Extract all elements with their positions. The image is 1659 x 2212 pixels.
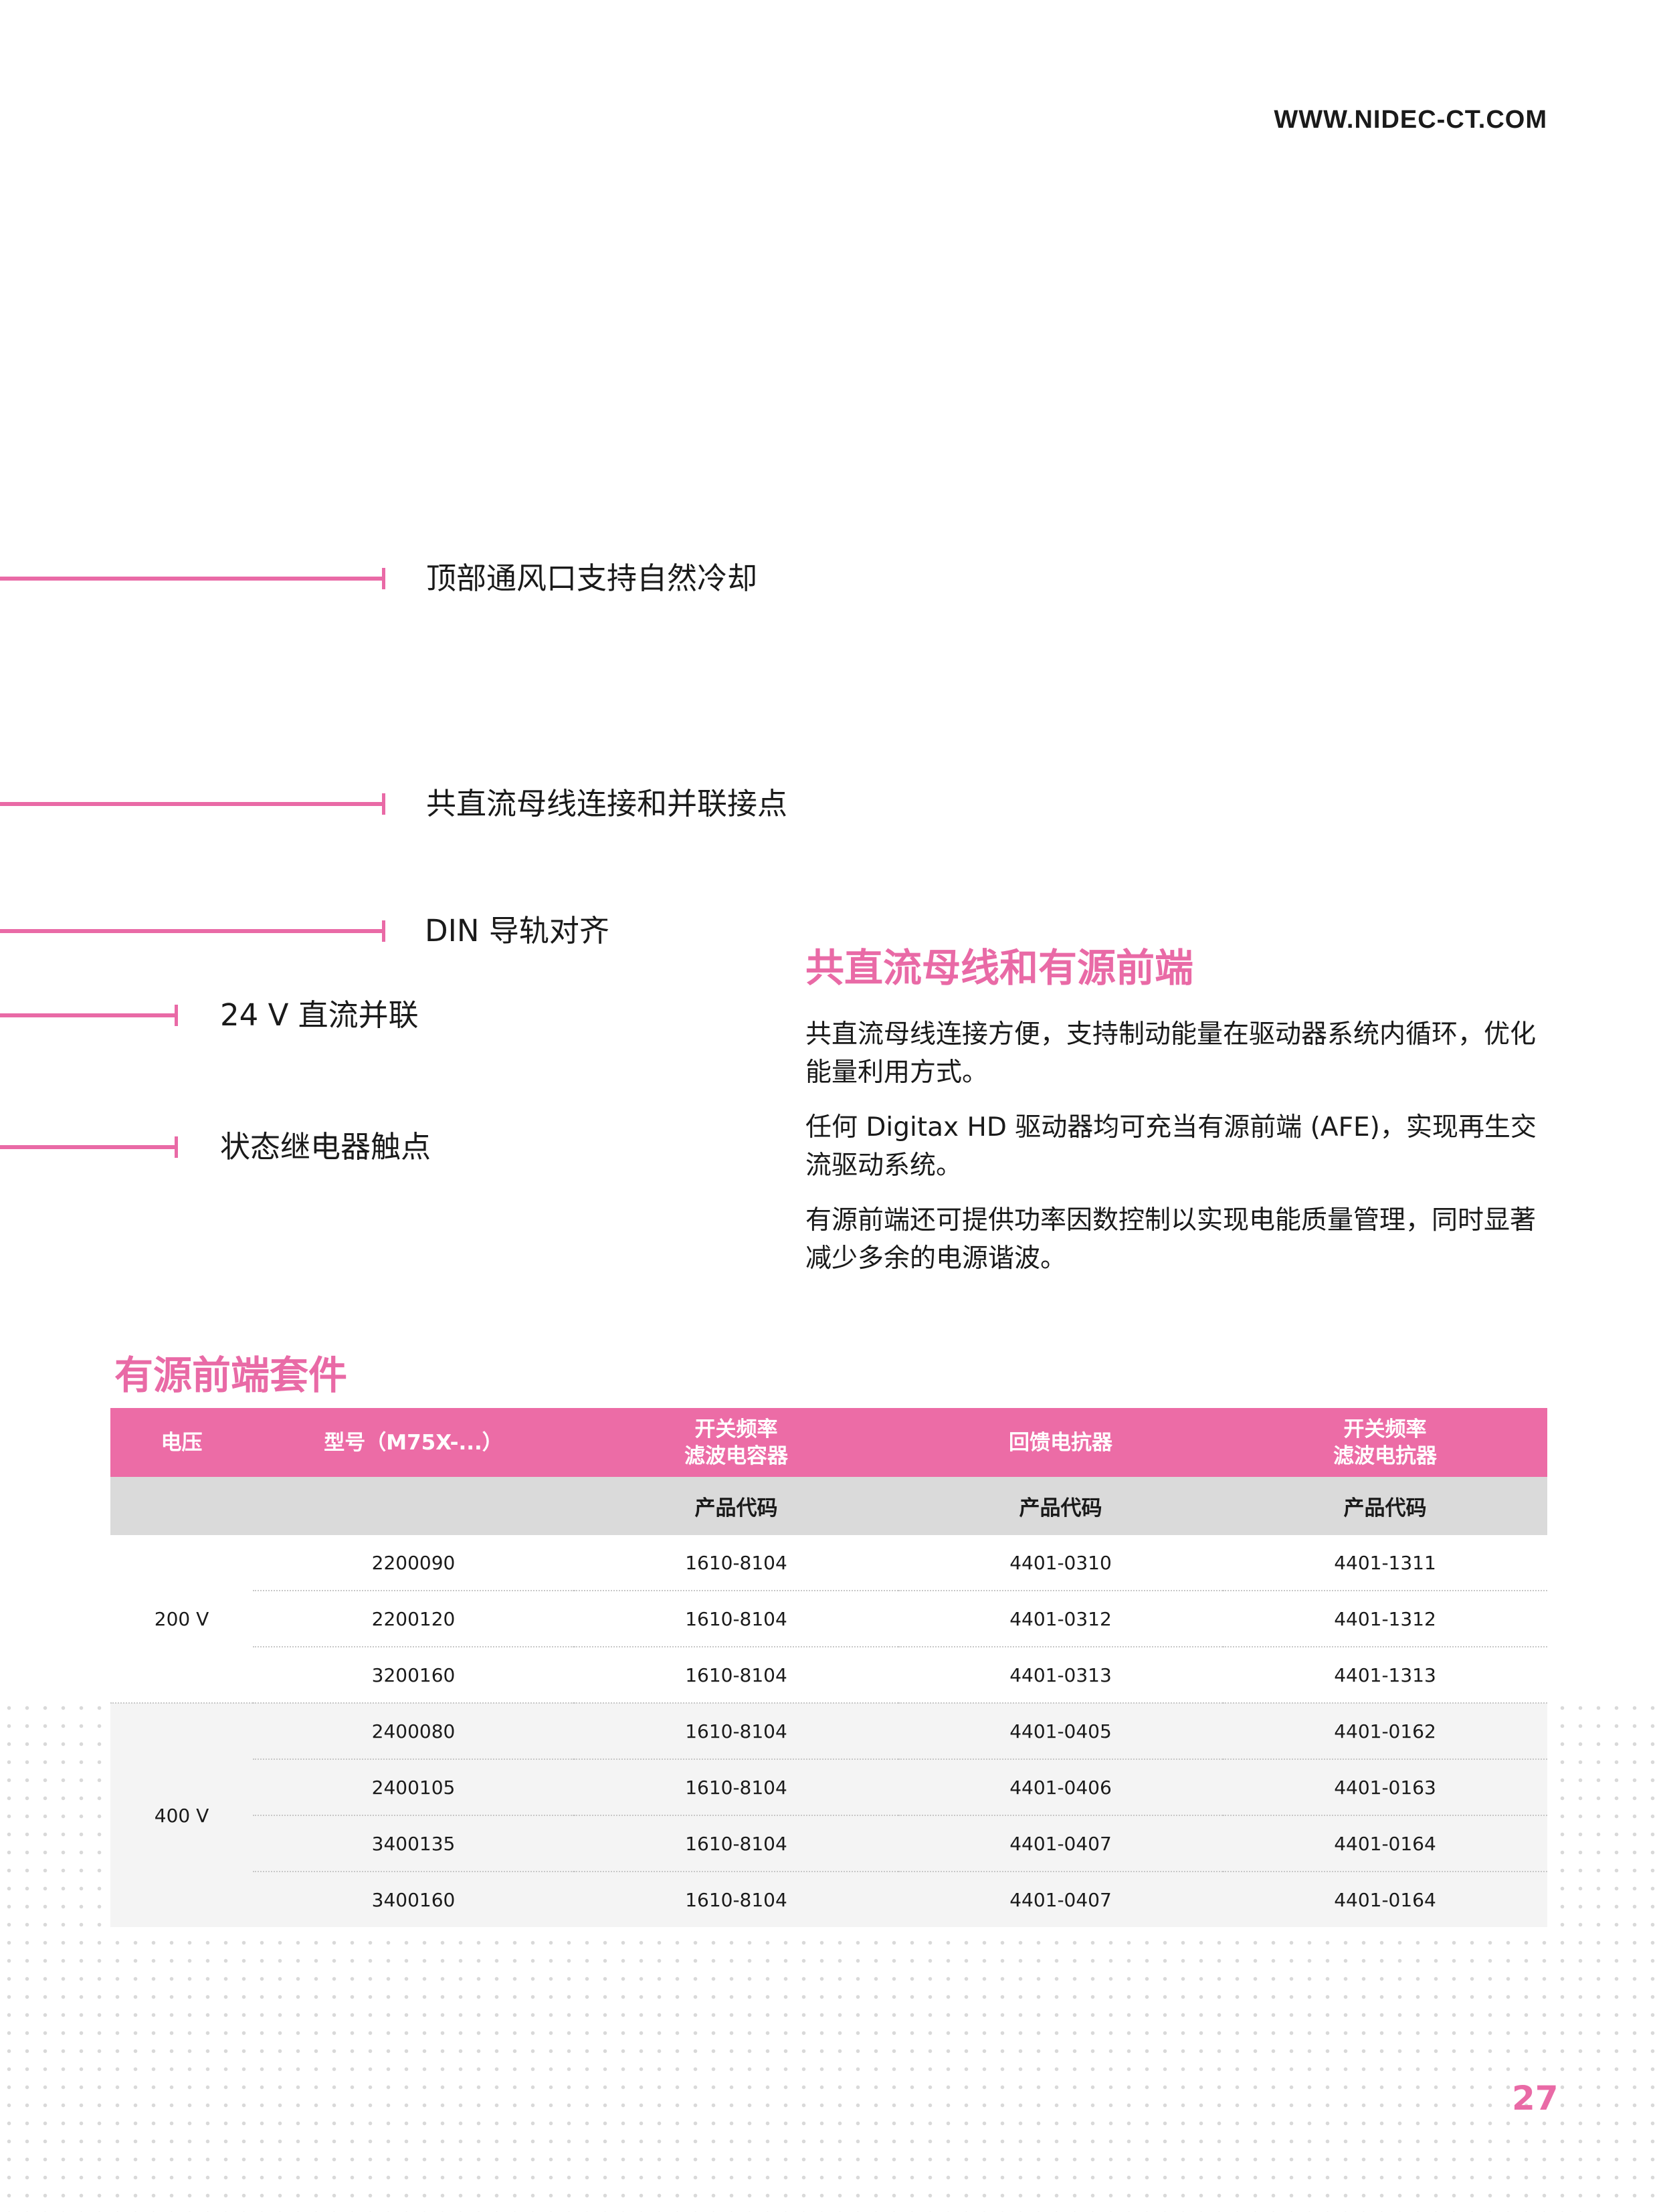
product-code-cell: 1610-8104	[574, 1702, 898, 1759]
product-code-cell: 1610-8104	[685, 1551, 787, 1574]
header-model: 型号（M75X-...）	[253, 1408, 574, 1477]
callout-label: 共直流母线连接和并联接点	[426, 786, 788, 821]
paragraph: 有源前端还可提供功率因数控制以实现电能质量管理，同时显著减少多余的电源谐波。	[805, 1205, 1537, 1274]
product-code-cell: 4401-1313	[1223, 1646, 1547, 1703]
product-code-cell: 4401-0405	[898, 1702, 1223, 1759]
product-code-cell: 1610-8104	[574, 1815, 898, 1872]
paragraph: 共直流母线连接方便，支持制动能量在驱动器系统内循环，优化能量利用方式。	[805, 1019, 1537, 1088]
header-filter-capacitor: 开关频率 滤波电容器	[574, 1408, 898, 1477]
table-subheader-row: 产品代码 产品代码 产品代码	[110, 1477, 1547, 1535]
product-code-cell: 4401-0164	[1223, 1815, 1547, 1872]
empty-cell	[110, 1477, 253, 1535]
product-code-cell: 4401-1311	[1334, 1551, 1436, 1574]
callout-line	[0, 1136, 178, 1158]
callout-label: 24 V 直流并联	[220, 997, 419, 1033]
voltage-cell: 400 V	[110, 1702, 253, 1927]
callout-line	[0, 1005, 178, 1026]
callout-line	[0, 920, 385, 942]
callout-label: 状态继电器触点	[220, 1129, 431, 1165]
product-code-cell: 4401-0162	[1223, 1702, 1547, 1759]
product-code-cell: 4401-0312	[898, 1590, 1223, 1647]
product-code-cell: 4401-0164	[1223, 1871, 1547, 1927]
header-voltage: 电压	[110, 1408, 253, 1477]
callout-label: 顶部通风口支持自然冷却	[426, 561, 758, 596]
model-cell: 2200120	[253, 1590, 574, 1647]
table-row: 3400160 1610-8104 4401-0407 4401-0164	[110, 1871, 1547, 1927]
table-title: 有源前端套件	[114, 1352, 348, 1398]
website-url: WWW.NIDEC-CT.COM	[1274, 106, 1547, 134]
table-row: 3200160 1610-8104 4401-0313 4401-1313	[110, 1646, 1547, 1703]
callout-line	[0, 568, 385, 589]
table-row: 200 V 2200090 1610-8104 4401-0310 4401-1311	[110, 1535, 1547, 1630]
section-title: 共直流母线和有源前端	[805, 945, 1194, 991]
page-number: 27	[1512, 2079, 1559, 2118]
product-code-cell: 4401-0163	[1223, 1758, 1547, 1815]
subheader-product-code: 产品代码	[1223, 1477, 1547, 1535]
table-header-row: 电压 型号（M75X-...） 开关频率 滤波电容器 回馈电抗器 开关频率 滤波…	[110, 1408, 1547, 1477]
subheader-product-code: 产品代码	[898, 1477, 1223, 1535]
empty-cell	[253, 1477, 574, 1535]
model-cell: 2400080	[253, 1702, 574, 1759]
product-code-cell: 1610-8104	[574, 1590, 898, 1647]
model-cell: 2400105	[253, 1758, 574, 1815]
model-cell: 2200090	[371, 1551, 456, 1574]
product-code-cell: 4401-0313	[898, 1646, 1223, 1703]
product-code-cell: 4401-0407	[898, 1815, 1223, 1872]
model-cell: 3200160	[253, 1646, 574, 1703]
subheader-product-code: 产品代码	[574, 1477, 898, 1535]
voltage-cell: 200 V	[154, 1607, 209, 1630]
product-code-cell: 1610-8104	[574, 1871, 898, 1927]
model-cell: 3400135	[253, 1815, 574, 1872]
header-regen-reactor: 回馈电抗器	[898, 1408, 1223, 1477]
product-code-cell: 1610-8104	[574, 1758, 898, 1815]
model-cell: 3400160	[253, 1871, 574, 1927]
header-filter-reactor: 开关频率 滤波电抗器	[1223, 1408, 1547, 1477]
table-row: 2400105 1610-8104 4401-0406 4401-0163	[110, 1758, 1547, 1815]
product-code-cell: 4401-1312	[1223, 1590, 1547, 1647]
callout-line	[0, 793, 385, 815]
callout-label: DIN 导轨对齐	[425, 913, 609, 948]
paragraph: 任何 Digitax HD 驱动器均可充当有源前端 (AFE)，实现再生交流驱动…	[805, 1112, 1537, 1181]
product-code-cell: 4401-0310	[1009, 1551, 1112, 1574]
product-code-cell: 1610-8104	[574, 1646, 898, 1703]
table-row: 3400135 1610-8104 4401-0407 4401-0164	[110, 1815, 1547, 1872]
afe-kit-table: 电压 型号（M75X-...） 开关频率 滤波电容器 回馈电抗器 开关频率 滤波…	[110, 1408, 1547, 1927]
product-code-cell: 4401-0406	[898, 1758, 1223, 1815]
table-row: 400 V 2400080 1610-8104 4401-0405 4401-0162	[110, 1702, 1547, 1927]
table-row: 2200120 1610-8104 4401-0312 4401-1312	[110, 1590, 1547, 1647]
product-code-cell: 4401-0407	[898, 1871, 1223, 1927]
